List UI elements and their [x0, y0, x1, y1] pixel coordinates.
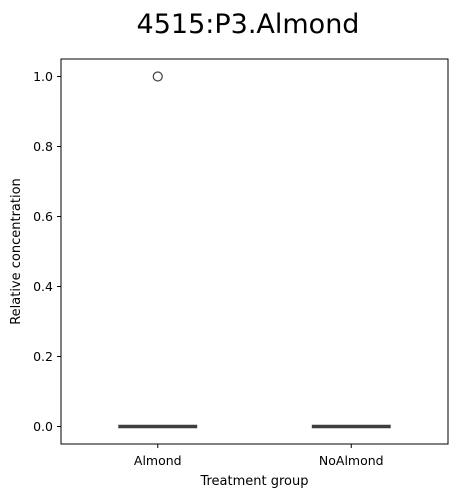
- y-tick-label: 0.8: [33, 139, 53, 154]
- y-tick-label: 0.2: [33, 349, 53, 364]
- y-tick-label: 0.6: [33, 209, 53, 224]
- outlier-point: [152, 71, 163, 82]
- y-tick-label: 1.0: [33, 69, 53, 84]
- plot-area: [118, 71, 391, 429]
- y-tick-label: 0.0: [33, 419, 53, 434]
- box-noalmond: [311, 424, 391, 429]
- plot-frame: [60, 58, 449, 445]
- y-axis-label: Relative concentration: [9, 178, 24, 325]
- y-axis: 0.0 0.2 0.4 0.6 0.8 1.0: [33, 69, 61, 434]
- x-axis-label: Treatment group: [199, 474, 308, 489]
- x-tick-label: NoAlmond: [319, 453, 384, 468]
- chart-title: 4515:P3.Almond: [137, 9, 360, 40]
- x-axis: Almond NoAlmond: [134, 444, 384, 468]
- box-almond: [118, 71, 198, 429]
- x-tick-label: Almond: [134, 453, 182, 468]
- y-tick-label: 0.4: [33, 279, 53, 294]
